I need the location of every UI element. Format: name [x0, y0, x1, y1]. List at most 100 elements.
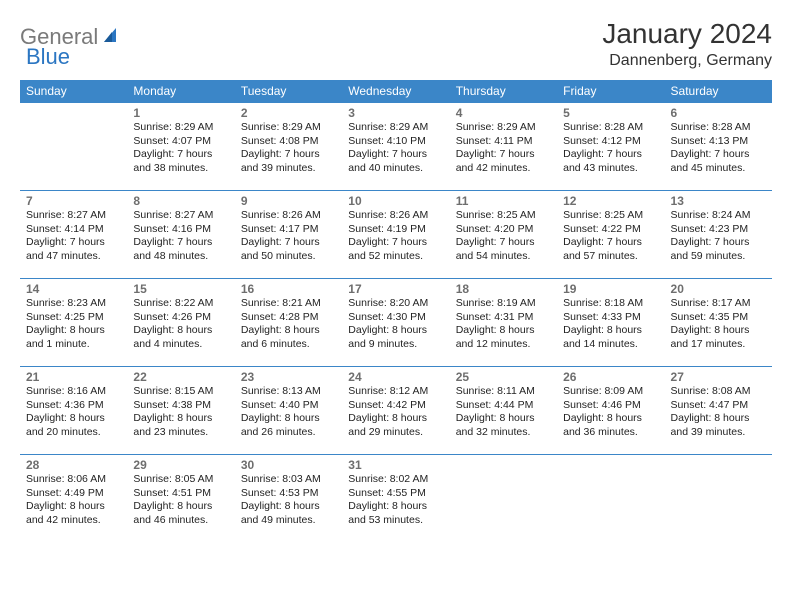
calendar-table: Sunday Monday Tuesday Wednesday Thursday…	[20, 80, 772, 543]
calendar-day-cell	[665, 455, 772, 543]
weekday-header: Tuesday	[235, 80, 342, 103]
title-block: January 2024 Dannenberg, Germany	[602, 18, 772, 70]
calendar-day-cell: 14Sunrise: 8:23 AMSunset: 4:25 PMDayligh…	[20, 279, 127, 367]
calendar-day-cell: 16Sunrise: 8:21 AMSunset: 4:28 PMDayligh…	[235, 279, 342, 367]
calendar-day-cell: 31Sunrise: 8:02 AMSunset: 4:55 PMDayligh…	[342, 455, 449, 543]
day-info: Sunrise: 8:06 AMSunset: 4:49 PMDaylight:…	[26, 473, 121, 528]
calendar-day-cell: 4Sunrise: 8:29 AMSunset: 4:11 PMDaylight…	[450, 103, 557, 191]
weekday-header-row: Sunday Monday Tuesday Wednesday Thursday…	[20, 80, 772, 103]
weekday-header: Monday	[127, 80, 234, 103]
day-number: 6	[671, 106, 766, 120]
logo-text-blue: Blue	[26, 44, 70, 69]
calendar-day-cell: 15Sunrise: 8:22 AMSunset: 4:26 PMDayligh…	[127, 279, 234, 367]
day-number: 18	[456, 282, 551, 296]
day-number: 9	[241, 194, 336, 208]
day-number: 22	[133, 370, 228, 384]
day-number: 7	[26, 194, 121, 208]
calendar-week-row: 1Sunrise: 8:29 AMSunset: 4:07 PMDaylight…	[20, 103, 772, 191]
day-number: 10	[348, 194, 443, 208]
day-number: 14	[26, 282, 121, 296]
day-info: Sunrise: 8:02 AMSunset: 4:55 PMDaylight:…	[348, 473, 443, 528]
location-label: Dannenberg, Germany	[602, 52, 772, 70]
header: General January 2024 Dannenberg, Germany	[20, 18, 772, 70]
day-number: 28	[26, 458, 121, 472]
weekday-header: Wednesday	[342, 80, 449, 103]
calendar-day-cell: 9Sunrise: 8:26 AMSunset: 4:17 PMDaylight…	[235, 191, 342, 279]
day-info: Sunrise: 8:08 AMSunset: 4:47 PMDaylight:…	[671, 385, 766, 440]
calendar-day-cell: 24Sunrise: 8:12 AMSunset: 4:42 PMDayligh…	[342, 367, 449, 455]
page-title: January 2024	[602, 18, 772, 50]
calendar-day-cell: 8Sunrise: 8:27 AMSunset: 4:16 PMDaylight…	[127, 191, 234, 279]
day-number: 30	[241, 458, 336, 472]
calendar-day-cell: 6Sunrise: 8:28 AMSunset: 4:13 PMDaylight…	[665, 103, 772, 191]
day-info: Sunrise: 8:29 AMSunset: 4:07 PMDaylight:…	[133, 121, 228, 176]
calendar-day-cell: 20Sunrise: 8:17 AMSunset: 4:35 PMDayligh…	[665, 279, 772, 367]
calendar-day-cell: 12Sunrise: 8:25 AMSunset: 4:22 PMDayligh…	[557, 191, 664, 279]
calendar-week-row: 14Sunrise: 8:23 AMSunset: 4:25 PMDayligh…	[20, 279, 772, 367]
calendar-day-cell: 1Sunrise: 8:29 AMSunset: 4:07 PMDaylight…	[127, 103, 234, 191]
calendar-day-cell: 23Sunrise: 8:13 AMSunset: 4:40 PMDayligh…	[235, 367, 342, 455]
day-info: Sunrise: 8:18 AMSunset: 4:33 PMDaylight:…	[563, 297, 658, 352]
day-number: 4	[456, 106, 551, 120]
calendar-week-row: 21Sunrise: 8:16 AMSunset: 4:36 PMDayligh…	[20, 367, 772, 455]
day-number: 13	[671, 194, 766, 208]
calendar-day-cell	[450, 455, 557, 543]
calendar-body: 1Sunrise: 8:29 AMSunset: 4:07 PMDaylight…	[20, 103, 772, 543]
day-number: 31	[348, 458, 443, 472]
weekday-header: Sunday	[20, 80, 127, 103]
day-number: 11	[456, 194, 551, 208]
calendar-day-cell: 25Sunrise: 8:11 AMSunset: 4:44 PMDayligh…	[450, 367, 557, 455]
calendar-day-cell: 26Sunrise: 8:09 AMSunset: 4:46 PMDayligh…	[557, 367, 664, 455]
calendar-day-cell: 11Sunrise: 8:25 AMSunset: 4:20 PMDayligh…	[450, 191, 557, 279]
calendar-day-cell: 22Sunrise: 8:15 AMSunset: 4:38 PMDayligh…	[127, 367, 234, 455]
weekday-header: Friday	[557, 80, 664, 103]
calendar-day-cell: 2Sunrise: 8:29 AMSunset: 4:08 PMDaylight…	[235, 103, 342, 191]
day-number: 29	[133, 458, 228, 472]
day-number: 27	[671, 370, 766, 384]
day-info: Sunrise: 8:29 AMSunset: 4:08 PMDaylight:…	[241, 121, 336, 176]
day-number: 1	[133, 106, 228, 120]
day-number: 24	[348, 370, 443, 384]
day-number: 8	[133, 194, 228, 208]
day-number: 23	[241, 370, 336, 384]
day-info: Sunrise: 8:28 AMSunset: 4:13 PMDaylight:…	[671, 121, 766, 176]
day-info: Sunrise: 8:13 AMSunset: 4:40 PMDaylight:…	[241, 385, 336, 440]
calendar-day-cell	[557, 455, 664, 543]
calendar-day-cell: 17Sunrise: 8:20 AMSunset: 4:30 PMDayligh…	[342, 279, 449, 367]
day-number: 21	[26, 370, 121, 384]
day-info: Sunrise: 8:12 AMSunset: 4:42 PMDaylight:…	[348, 385, 443, 440]
day-info: Sunrise: 8:03 AMSunset: 4:53 PMDaylight:…	[241, 473, 336, 528]
day-number: 17	[348, 282, 443, 296]
day-number: 12	[563, 194, 658, 208]
day-info: Sunrise: 8:26 AMSunset: 4:17 PMDaylight:…	[241, 209, 336, 264]
day-info: Sunrise: 8:05 AMSunset: 4:51 PMDaylight:…	[133, 473, 228, 528]
calendar-day-cell: 21Sunrise: 8:16 AMSunset: 4:36 PMDayligh…	[20, 367, 127, 455]
calendar-day-cell	[20, 103, 127, 191]
day-info: Sunrise: 8:28 AMSunset: 4:12 PMDaylight:…	[563, 121, 658, 176]
day-info: Sunrise: 8:27 AMSunset: 4:16 PMDaylight:…	[133, 209, 228, 264]
day-info: Sunrise: 8:11 AMSunset: 4:44 PMDaylight:…	[456, 385, 551, 440]
day-info: Sunrise: 8:27 AMSunset: 4:14 PMDaylight:…	[26, 209, 121, 264]
calendar-day-cell: 10Sunrise: 8:26 AMSunset: 4:19 PMDayligh…	[342, 191, 449, 279]
day-info: Sunrise: 8:25 AMSunset: 4:22 PMDaylight:…	[563, 209, 658, 264]
logo-sail-icon	[102, 26, 122, 49]
day-number: 25	[456, 370, 551, 384]
day-info: Sunrise: 8:21 AMSunset: 4:28 PMDaylight:…	[241, 297, 336, 352]
weekday-header: Thursday	[450, 80, 557, 103]
day-number: 20	[671, 282, 766, 296]
day-info: Sunrise: 8:29 AMSunset: 4:11 PMDaylight:…	[456, 121, 551, 176]
calendar-day-cell: 29Sunrise: 8:05 AMSunset: 4:51 PMDayligh…	[127, 455, 234, 543]
day-number: 2	[241, 106, 336, 120]
day-number: 19	[563, 282, 658, 296]
calendar-day-cell: 27Sunrise: 8:08 AMSunset: 4:47 PMDayligh…	[665, 367, 772, 455]
day-info: Sunrise: 8:24 AMSunset: 4:23 PMDaylight:…	[671, 209, 766, 264]
day-info: Sunrise: 8:26 AMSunset: 4:19 PMDaylight:…	[348, 209, 443, 264]
day-info: Sunrise: 8:17 AMSunset: 4:35 PMDaylight:…	[671, 297, 766, 352]
day-info: Sunrise: 8:25 AMSunset: 4:20 PMDaylight:…	[456, 209, 551, 264]
calendar-day-cell: 3Sunrise: 8:29 AMSunset: 4:10 PMDaylight…	[342, 103, 449, 191]
day-number: 5	[563, 106, 658, 120]
weekday-header: Saturday	[665, 80, 772, 103]
calendar-week-row: 28Sunrise: 8:06 AMSunset: 4:49 PMDayligh…	[20, 455, 772, 543]
calendar-day-cell: 13Sunrise: 8:24 AMSunset: 4:23 PMDayligh…	[665, 191, 772, 279]
day-number: 15	[133, 282, 228, 296]
